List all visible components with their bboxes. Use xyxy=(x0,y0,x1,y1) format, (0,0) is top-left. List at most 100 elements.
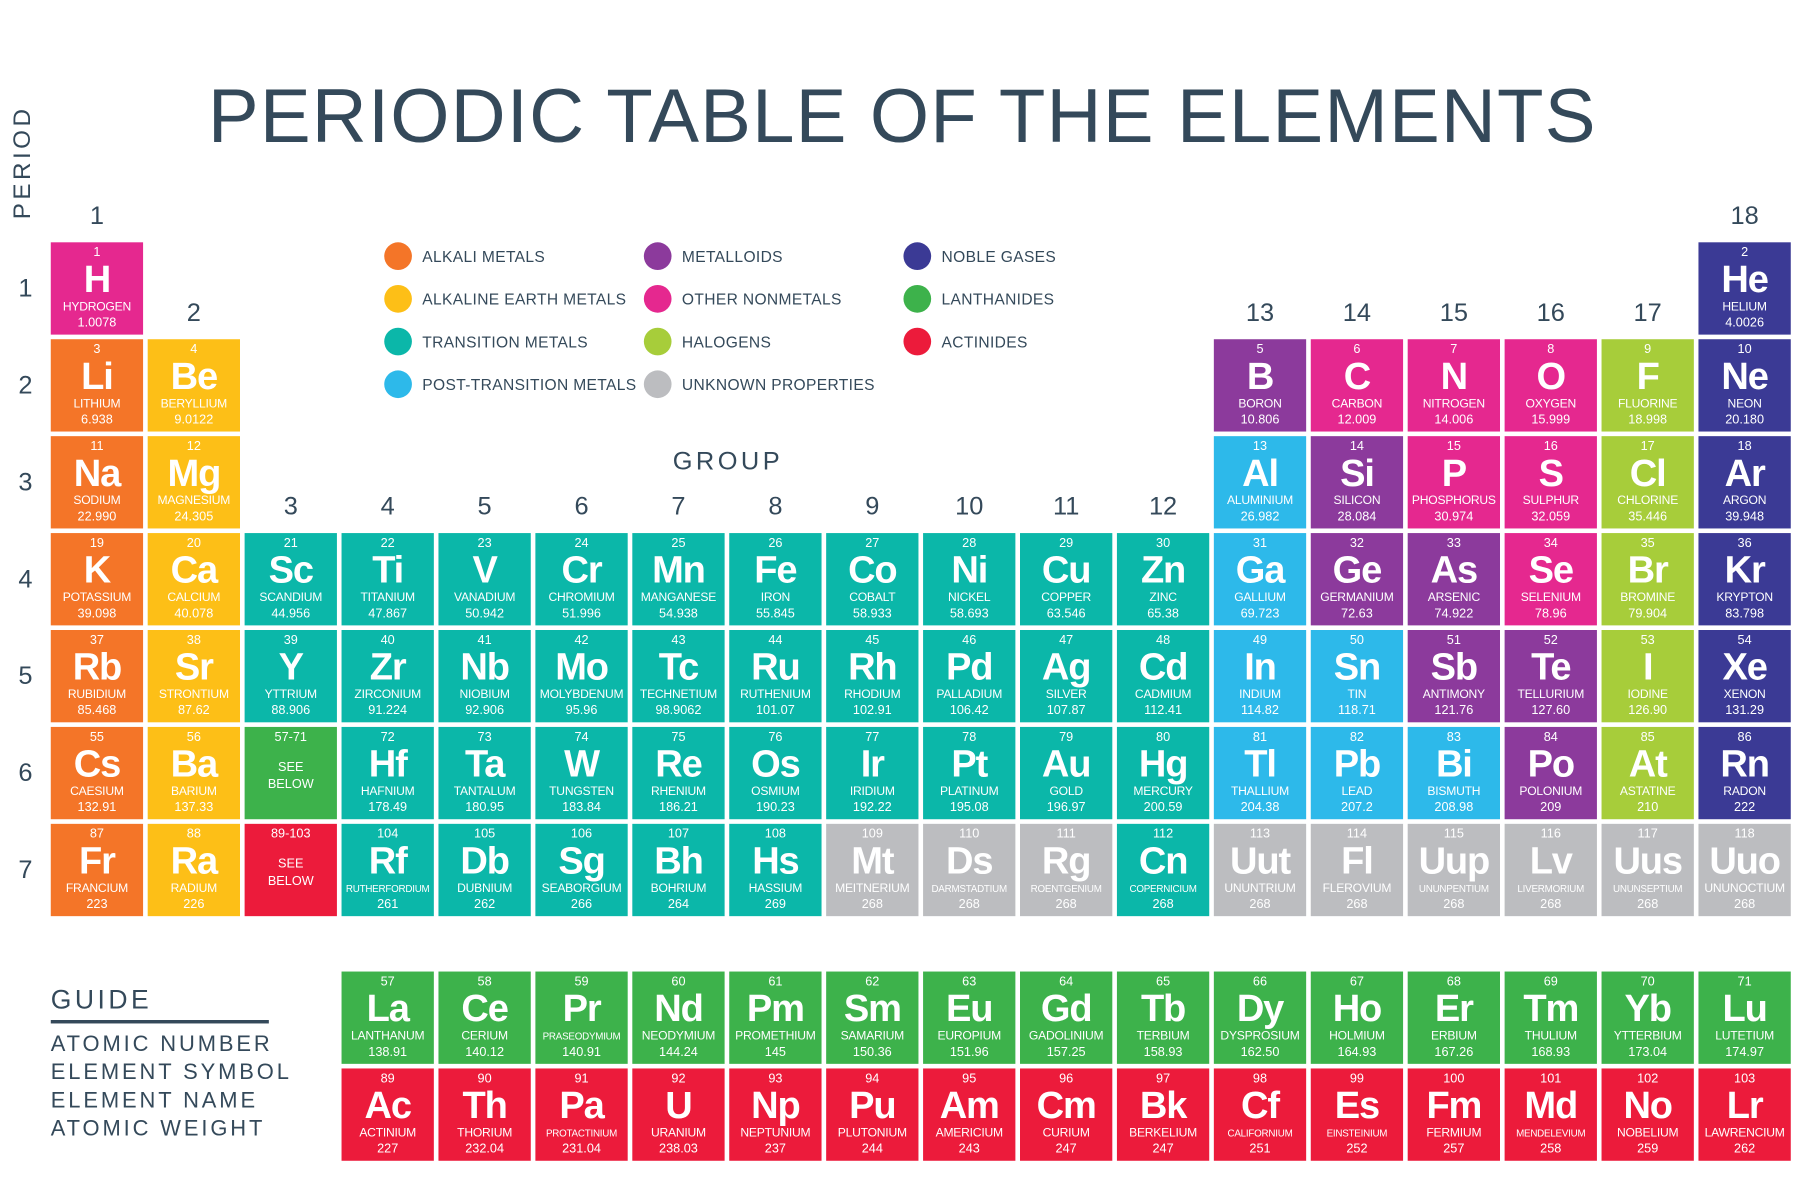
element-cell-v[interactable]: 23 V VANADIUM 50.942 xyxy=(438,533,531,626)
element-cell-xe[interactable]: 54 Xe XENON 131.29 xyxy=(1698,629,1791,723)
series-placeholder-cell[interactable]: 89-103 SEE BELOW xyxy=(244,823,337,917)
element-cell-cm[interactable]: 96 Cm CURIUM 247 xyxy=(1019,1068,1113,1161)
element-cell-li[interactable]: 3 Li LITHIUM 6.938 xyxy=(50,339,144,432)
element-cell-am[interactable]: 95 Am AMERICIUM 243 xyxy=(923,1068,1016,1161)
element-cell-al[interactable]: 13 Al ALUMINIUM 26.982 xyxy=(1213,436,1307,529)
element-cell-k[interactable]: 19 K POTASSIUM 39.098 xyxy=(50,533,144,626)
element-cell-kr[interactable]: 36 Kr KRYPTON 83.798 xyxy=(1698,533,1791,626)
element-cell-pa[interactable]: 91 Pa PROTACTINIUM 231.04 xyxy=(535,1068,628,1161)
element-cell-sb[interactable]: 51 Sb ANTIMONY 121.76 xyxy=(1407,629,1500,723)
element-cell-ge[interactable]: 32 Ge GERMANIUM 72.63 xyxy=(1310,533,1404,626)
element-cell-zn[interactable]: 30 Zn ZINC 65.38 xyxy=(1116,533,1210,626)
element-cell-cl[interactable]: 17 Cl CHLORINE 35.446 xyxy=(1601,436,1694,529)
element-cell-fl[interactable]: 114 Fl FLEROVIUM 268 xyxy=(1310,823,1404,917)
element-cell-as[interactable]: 33 As ARSENIC 74.922 xyxy=(1407,533,1500,626)
element-cell-f[interactable]: 9 F FLUORINE 18.998 xyxy=(1601,339,1694,432)
element-cell-fe[interactable]: 26 Fe IRON 55.845 xyxy=(729,533,822,626)
element-cell-tm[interactable]: 69 Tm THULIUM 168.93 xyxy=(1504,971,1597,1064)
element-cell-p[interactable]: 15 P PHOSPHORUS 30.974 xyxy=(1407,436,1500,529)
element-cell-at[interactable]: 85 At ASTATINE 210 xyxy=(1601,726,1694,820)
element-cell-nb[interactable]: 41 Nb NIOBIUM 92.906 xyxy=(438,629,531,723)
element-cell-re[interactable]: 75 Re RHENIUM 186.21 xyxy=(632,726,725,820)
element-cell-rg[interactable]: 111 Rg ROENTGENIUM 268 xyxy=(1019,823,1113,917)
element-cell-po[interactable]: 84 Po POLONIUM 209 xyxy=(1504,726,1597,820)
element-cell-eu[interactable]: 63 Eu EUROPIUM 151.96 xyxy=(923,971,1016,1064)
element-cell-o[interactable]: 8 O OXYGEN 15.999 xyxy=(1504,339,1597,432)
element-cell-pr[interactable]: 59 Pr PRASEODYMIUM 140.91 xyxy=(535,971,628,1064)
element-cell-y[interactable]: 39 Y YTTRIUM 88.906 xyxy=(244,629,337,723)
element-cell-hf[interactable]: 72 Hf HAFNIUM 178.49 xyxy=(341,726,434,820)
element-cell-hs[interactable]: 108 Hs HASSIUM 269 xyxy=(729,823,822,917)
element-cell-mn[interactable]: 25 Mn MANGANESE 54.938 xyxy=(632,533,725,626)
element-cell-uuo[interactable]: 118 Uuo UNUNOCTIUM 268 xyxy=(1698,823,1791,917)
element-cell-ce[interactable]: 58 Ce CERIUM 140.12 xyxy=(438,971,531,1064)
element-cell-cs[interactable]: 55 Cs CAESIUM 132.91 xyxy=(50,726,144,820)
element-cell-ta[interactable]: 73 Ta TANTALUM 180.95 xyxy=(438,726,531,820)
element-cell-bk[interactable]: 97 Bk BERKELIUM 247 xyxy=(1116,1068,1210,1161)
element-cell-es[interactable]: 99 Es EINSTEINIUM 252 xyxy=(1310,1068,1404,1161)
element-cell-i[interactable]: 53 I IODINE 126.90 xyxy=(1601,629,1694,723)
element-cell-sm[interactable]: 62 Sm SAMARIUM 150.36 xyxy=(826,971,919,1064)
element-cell-sg[interactable]: 106 Sg SEABORGIUM 266 xyxy=(535,823,628,917)
element-cell-mt[interactable]: 109 Mt MEITNERIUM 268 xyxy=(826,823,919,917)
element-cell-rh[interactable]: 45 Rh RHODIUM 102.91 xyxy=(826,629,919,723)
element-cell-mo[interactable]: 42 Mo MOLYBDENUM 95.96 xyxy=(535,629,628,723)
element-cell-pb[interactable]: 82 Pb LEAD 207.2 xyxy=(1310,726,1404,820)
element-cell-pd[interactable]: 46 Pd PALLADIUM 106.42 xyxy=(923,629,1016,723)
element-cell-rf[interactable]: 104 Rf RUTHERFORDIUM 261 xyxy=(341,823,434,917)
element-cell-gd[interactable]: 64 Gd GADOLINIUM 157.25 xyxy=(1019,971,1113,1064)
element-cell-ag[interactable]: 47 Ag SILVER 107.87 xyxy=(1019,629,1113,723)
element-cell-sc[interactable]: 21 Sc SCANDIUM 44.956 xyxy=(244,533,337,626)
element-cell-lv[interactable]: 116 Lv LIVERMORIUM 268 xyxy=(1504,823,1597,917)
element-cell-ni[interactable]: 28 Ni NICKEL 58.693 xyxy=(923,533,1016,626)
element-cell-cu[interactable]: 29 Cu COPPER 63.546 xyxy=(1019,533,1113,626)
element-cell-te[interactable]: 52 Te TELLURIUM 127.60 xyxy=(1504,629,1597,723)
element-cell-u[interactable]: 92 U URANIUM 238.03 xyxy=(632,1068,725,1161)
element-cell-na[interactable]: 11 Na SODIUM 22.990 xyxy=(50,436,144,529)
element-cell-os[interactable]: 76 Os OSMIUM 190.23 xyxy=(729,726,822,820)
element-cell-pu[interactable]: 94 Pu PLUTONIUM 244 xyxy=(826,1068,919,1161)
element-cell-sr[interactable]: 38 Sr STRONTIUM 87.62 xyxy=(147,629,240,723)
element-cell-bi[interactable]: 83 Bi BISMUTH 208.98 xyxy=(1407,726,1500,820)
element-cell-th[interactable]: 90 Th THORIUM 232.04 xyxy=(438,1068,531,1161)
element-cell-uup[interactable]: 115 Uup UNUNPENTIUM 268 xyxy=(1407,823,1500,917)
element-cell-c[interactable]: 6 C CARBON 12.009 xyxy=(1310,339,1404,432)
element-cell-sn[interactable]: 50 Sn TIN 118.71 xyxy=(1310,629,1404,723)
element-cell-dy[interactable]: 66 Dy DYSPROSIUM 162.50 xyxy=(1213,971,1307,1064)
element-cell-ti[interactable]: 22 Ti TITANIUM 47.867 xyxy=(341,533,434,626)
element-cell-tl[interactable]: 81 Tl THALLIUM 204.38 xyxy=(1213,726,1307,820)
element-cell-hg[interactable]: 80 Hg MERCURY 200.59 xyxy=(1116,726,1210,820)
element-cell-fm[interactable]: 100 Fm FERMIUM 257 xyxy=(1407,1068,1500,1161)
element-cell-mg[interactable]: 12 Mg MAGNESIUM 24.305 xyxy=(147,436,240,529)
element-cell-rb[interactable]: 37 Rb RUBIDIUM 85.468 xyxy=(50,629,144,723)
element-cell-bh[interactable]: 107 Bh BOHRIUM 264 xyxy=(632,823,725,917)
element-cell-ir[interactable]: 77 Ir IRIDIUM 192.22 xyxy=(826,726,919,820)
element-cell-np[interactable]: 93 Np NEPTUNIUM 237 xyxy=(729,1068,822,1161)
element-cell-n[interactable]: 7 N NITROGEN 14.006 xyxy=(1407,339,1500,432)
element-cell-b[interactable]: 5 B BORON 10.806 xyxy=(1213,339,1307,432)
element-cell-s[interactable]: 16 S SULPHUR 32.059 xyxy=(1504,436,1597,529)
element-cell-tc[interactable]: 43 Tc TECHNETIUM 98.9062 xyxy=(632,629,725,723)
element-cell-ca[interactable]: 20 Ca CALCIUM 40.078 xyxy=(147,533,240,626)
element-cell-rn[interactable]: 86 Rn RADON 222 xyxy=(1698,726,1791,820)
element-cell-ra[interactable]: 88 Ra RADIUM 226 xyxy=(147,823,240,917)
element-cell-la[interactable]: 57 La LANTHANUM 138.91 xyxy=(341,971,434,1064)
element-cell-pt[interactable]: 78 Pt PLATINUM 195.08 xyxy=(923,726,1016,820)
element-cell-in[interactable]: 49 In INDIUM 114.82 xyxy=(1213,629,1307,723)
element-cell-lu[interactable]: 71 Lu LUTETIUM 174.97 xyxy=(1698,971,1791,1064)
element-cell-yb[interactable]: 70 Yb YTTERBIUM 173.04 xyxy=(1601,971,1694,1064)
element-cell-fr[interactable]: 87 Fr FRANCIUM 223 xyxy=(50,823,144,917)
element-cell-cn[interactable]: 112 Cn COPERNICIUM 268 xyxy=(1116,823,1210,917)
element-cell-ds[interactable]: 110 Ds DARMSTADTIUM 268 xyxy=(923,823,1016,917)
element-cell-co[interactable]: 27 Co COBALT 58.933 xyxy=(826,533,919,626)
element-cell-he[interactable]: 2 He HELIUM 4.0026 xyxy=(1698,242,1791,335)
element-cell-br[interactable]: 35 Br BROMINE 79.904 xyxy=(1601,533,1694,626)
element-cell-cf[interactable]: 98 Cf CALIFORNIUM 251 xyxy=(1213,1068,1307,1161)
element-cell-nd[interactable]: 60 Nd NEODYMIUM 144.24 xyxy=(632,971,725,1064)
element-cell-se[interactable]: 34 Se SELENIUM 78.96 xyxy=(1504,533,1597,626)
element-cell-cr[interactable]: 24 Cr CHROMIUM 51.996 xyxy=(535,533,628,626)
element-cell-au[interactable]: 79 Au GOLD 196.97 xyxy=(1019,726,1113,820)
element-cell-si[interactable]: 14 Si SILICON 28.084 xyxy=(1310,436,1404,529)
element-cell-be[interactable]: 4 Be BERYLLIUM 9.0122 xyxy=(147,339,240,432)
element-cell-ac[interactable]: 89 Ac ACTINIUM 227 xyxy=(341,1068,434,1161)
